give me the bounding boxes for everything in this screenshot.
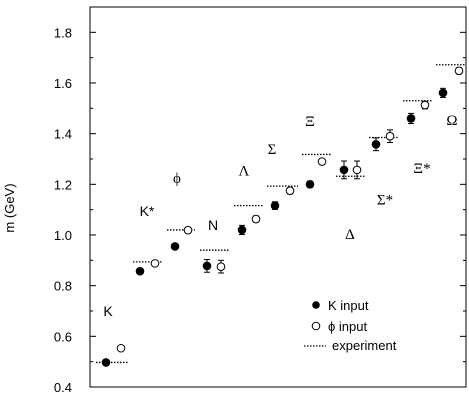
phi-input-point [150, 259, 160, 268]
phi-input-point [317, 157, 327, 166]
legend-k-input-label: K input [328, 298, 369, 313]
y-axis: 0.4 0.6 0.8 1.0 1.2 1.4 1.6 1.8 [54, 6, 466, 395]
k-input-point [406, 114, 416, 123]
plot-frame [89, 6, 467, 388]
y-tick-label: 1.6 [54, 76, 72, 91]
k-input-point [438, 88, 448, 98]
category-label: Σ [268, 142, 277, 158]
y-tick-label: 1.2 [54, 177, 72, 192]
k-input-point [101, 358, 111, 367]
phi-input-point [116, 343, 126, 353]
legend-experiment-label: experiment [332, 338, 397, 353]
category-label: Ξ [305, 114, 315, 130]
phi-input-point [285, 186, 295, 195]
phi-input-point [352, 165, 362, 175]
k-input-point [170, 242, 180, 251]
y-tick-label: 0.8 [54, 279, 72, 294]
data-marks [96, 64, 466, 367]
category-label: Ξ* [413, 161, 430, 177]
y-tick-label: 1.0 [54, 228, 72, 243]
y-tick-label: 1.8 [54, 25, 72, 40]
category-label: N [208, 217, 218, 233]
category-label: K [103, 303, 113, 319]
category-label: K* [140, 203, 155, 219]
k-input-point [135, 266, 145, 276]
phi-input-point [251, 214, 261, 224]
k-input-point [305, 180, 315, 189]
legend-phi-input-label: ϕ input [328, 319, 367, 334]
phi-input-point [183, 225, 193, 235]
y-axis-title: m (GeV) [2, 183, 17, 232]
y-tick-label: 0.6 [54, 329, 72, 344]
y-tick-label: 0.4 [54, 380, 72, 395]
phi-input-point [420, 100, 430, 110]
k-input-point [237, 225, 247, 235]
category-label: Ω [446, 113, 457, 129]
category-label: ϕ [173, 171, 181, 187]
phi-input-point [454, 66, 464, 76]
legend-k-input-marker [312, 301, 320, 309]
category-label: Δ [345, 227, 355, 243]
y-tick-label: 1.4 [54, 127, 72, 142]
y-axis-label: m (GeV) [2, 183, 17, 232]
phi-input-point [385, 131, 395, 141]
legend: K input ϕ input experiment [304, 298, 397, 353]
category-labels: K K* ϕ N Λ Σ Ξ Δ Σ* Ξ* Ω [103, 113, 457, 319]
k-input-point [371, 140, 381, 149]
category-label: Λ [239, 163, 250, 179]
category-label: Σ* [377, 193, 393, 209]
phi-input-point [216, 262, 226, 271]
k-input-point [270, 201, 280, 210]
k-input-point [339, 165, 349, 175]
k-input-point [202, 261, 212, 271]
legend-phi-input-marker [311, 321, 321, 331]
